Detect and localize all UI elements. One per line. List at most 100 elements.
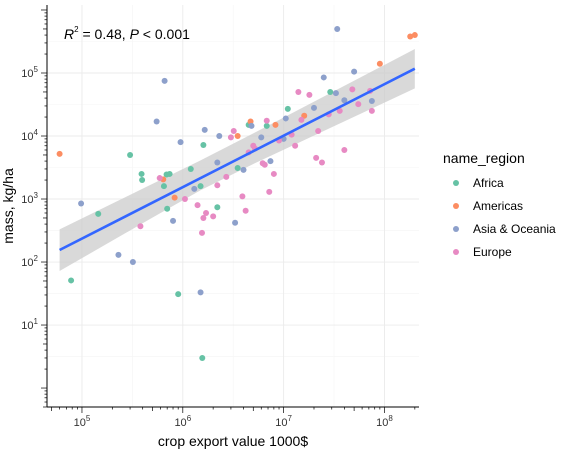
data-point <box>200 214 207 221</box>
grid-minor <box>47 5 419 407</box>
data-point <box>78 200 85 207</box>
data-point <box>258 134 265 141</box>
data-point <box>170 217 177 224</box>
data-point <box>334 25 341 32</box>
data-point <box>295 88 302 95</box>
x-axis-title: crop export value 1000$ <box>158 433 308 449</box>
y-tick-exp: 2 <box>34 254 39 263</box>
legend-key <box>453 180 459 186</box>
data-point <box>310 104 317 111</box>
data-point <box>160 183 167 190</box>
data-point <box>336 107 343 114</box>
data-point <box>266 188 273 195</box>
data-point <box>327 88 334 95</box>
y-tick-exp: 3 <box>34 191 39 200</box>
data-point <box>171 194 178 201</box>
data-point <box>198 229 205 236</box>
legend-item: Africa <box>453 176 504 190</box>
data-point <box>214 182 221 189</box>
data-point <box>341 146 348 153</box>
legend-title: name_region <box>443 150 525 166</box>
x-tick-exp: 5 <box>86 414 91 423</box>
data-point <box>68 277 75 284</box>
data-point <box>355 101 362 108</box>
data-point <box>368 97 375 104</box>
x-tick-label: 106 <box>174 414 191 429</box>
data-point <box>175 291 182 298</box>
data-point <box>261 161 268 168</box>
data-point <box>138 170 145 177</box>
data-point <box>298 116 305 123</box>
y-tick-base: 10 <box>21 68 33 80</box>
regression-line-layer <box>59 67 416 252</box>
annotation-r2-sup: 2 <box>74 25 79 34</box>
legend-key <box>453 226 459 232</box>
data-point <box>368 107 375 114</box>
legend-items: Africa Americas Asia & Oceania Europe <box>453 176 556 259</box>
data-point <box>332 90 339 97</box>
annotation-p-symbol: P <box>130 26 140 42</box>
data-point <box>320 74 327 81</box>
annotation: R2 = 0.48, P < 0.001 <box>64 25 190 42</box>
data-point <box>203 209 210 216</box>
data-point <box>270 170 277 177</box>
data-point <box>272 121 279 128</box>
regression-line <box>59 67 416 252</box>
data-point <box>139 177 146 184</box>
data-point <box>318 159 325 166</box>
data-point <box>214 159 221 166</box>
data-point <box>191 185 198 192</box>
data-point <box>306 91 313 98</box>
data-point <box>284 105 291 112</box>
data-point <box>234 165 241 172</box>
legend-item: Americas <box>453 199 523 213</box>
data-point <box>230 128 237 135</box>
annotation-r2-symbol: R <box>64 26 74 42</box>
data-point <box>301 112 308 119</box>
y-tick-label: 103 <box>21 191 38 206</box>
y-tick-label: 105 <box>21 65 38 80</box>
data-point <box>115 251 122 258</box>
y-tick-label: 102 <box>21 254 38 269</box>
legend-item: Asia & Oceania <box>453 222 556 236</box>
series-americas <box>56 32 418 201</box>
data-point <box>187 165 194 172</box>
annotation-p-value: < 0.001 <box>139 26 190 42</box>
data-point <box>232 219 239 226</box>
x-tick-base: 10 <box>376 417 388 429</box>
series-africa <box>68 88 334 361</box>
legend-label: Africa <box>473 176 504 190</box>
data-point <box>267 158 274 165</box>
legend-label: Asia & Oceania <box>473 222 556 236</box>
data-point <box>234 133 241 139</box>
annotation-r2-value: = 0.48, <box>79 26 130 42</box>
data-point <box>95 210 102 217</box>
legend-item: Europe <box>453 245 512 259</box>
y-tick-exp: 4 <box>34 128 39 137</box>
x-tick-base: 10 <box>275 417 287 429</box>
data-point <box>200 141 207 148</box>
y-tick-label: 104 <box>21 128 38 143</box>
data-point <box>137 223 144 230</box>
data-point <box>214 204 221 211</box>
data-point <box>156 175 163 182</box>
data-point <box>376 60 383 67</box>
y-tick-base: 10 <box>21 320 33 332</box>
x-tick-exp: 8 <box>388 414 393 423</box>
x-tick-exp: 6 <box>187 414 192 423</box>
data-point <box>341 97 348 104</box>
data-point <box>181 196 188 203</box>
data-point <box>313 154 320 161</box>
data-point <box>242 207 249 214</box>
data-point <box>263 117 270 124</box>
x-tick-label: 108 <box>376 414 393 429</box>
data-point <box>407 33 414 40</box>
data-point <box>197 183 204 190</box>
x-tick-label: 105 <box>74 414 91 429</box>
data-point <box>282 115 289 122</box>
data-point <box>194 202 201 209</box>
data-point <box>129 259 136 266</box>
x-tick-label: 107 <box>275 414 292 429</box>
